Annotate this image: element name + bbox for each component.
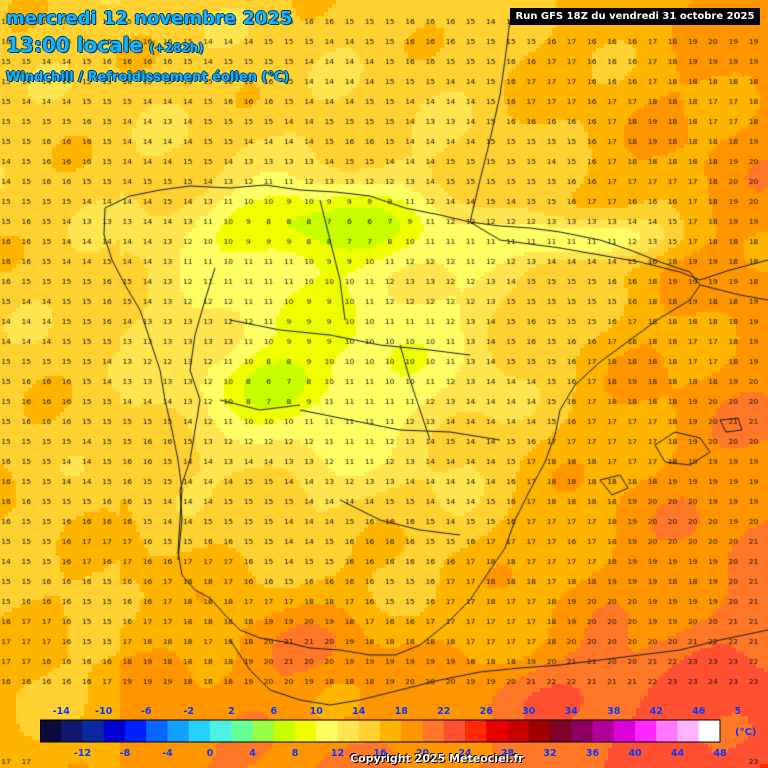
legend-tick-label: 32 bbox=[543, 748, 556, 759]
legend-tick-label: 36 bbox=[586, 748, 600, 759]
legend-tick-label: 30 bbox=[522, 706, 536, 717]
legend-tick-label: 40 bbox=[628, 748, 642, 759]
legend-tick-label: 22 bbox=[437, 706, 450, 717]
legend-tick-label: -14 bbox=[53, 706, 71, 717]
legend-swatch bbox=[401, 720, 424, 742]
legend-tick-label: 0 bbox=[207, 748, 214, 759]
legend-swatch bbox=[656, 720, 679, 742]
forecast-offset: (+282h) bbox=[149, 41, 204, 55]
legend-tick-label: 38 bbox=[607, 706, 621, 717]
legend-swatch bbox=[188, 720, 211, 742]
legend-swatch bbox=[443, 720, 466, 742]
legend-tick-label: 44 bbox=[671, 748, 685, 759]
legend-tick-label: 4 bbox=[249, 748, 256, 759]
legend-swatch bbox=[231, 720, 254, 742]
legend-tick-label: 34 bbox=[565, 706, 579, 717]
legend-tick-label: 50 bbox=[735, 706, 740, 717]
legend-swatch bbox=[82, 720, 105, 742]
legend-swatch bbox=[273, 720, 296, 742]
legend-swatch bbox=[295, 720, 317, 742]
legend-tick-label: -12 bbox=[74, 748, 91, 759]
color-legend: -14-10-6-2261014182226303438424650-12-8-… bbox=[40, 706, 740, 759]
copyright: Copyright 2025 Meteociel.fr bbox=[350, 752, 524, 765]
legend-tick-label: 8 bbox=[292, 748, 299, 759]
forecast-date: mercredi 12 novembre 2025 bbox=[6, 8, 293, 29]
legend-frame bbox=[40, 719, 721, 743]
legend-tick-label: 48 bbox=[713, 748, 727, 759]
legend-swatch bbox=[167, 720, 190, 742]
legend-tick-label: -10 bbox=[95, 706, 113, 717]
legend-swatch bbox=[613, 720, 636, 742]
legend-swatch bbox=[125, 720, 147, 742]
legend-swatch bbox=[465, 720, 487, 742]
legend-swatch bbox=[358, 720, 381, 742]
legend-tick-label: 10 bbox=[310, 706, 324, 717]
legend-swatch bbox=[422, 720, 445, 742]
legend-tick-label: 28 bbox=[501, 748, 515, 759]
legend-swatch bbox=[550, 720, 572, 742]
parameter-title: Windchill / Refroidissement éolien (°C) bbox=[6, 70, 290, 85]
legend-swatch bbox=[677, 720, 700, 742]
legend-swatch bbox=[40, 720, 62, 742]
legend-swatch bbox=[103, 720, 126, 742]
legend-tick-label: 12 bbox=[331, 748, 344, 759]
legend-tick-label: 26 bbox=[480, 706, 494, 717]
legend-tick-label: 42 bbox=[650, 706, 663, 717]
legend-swatch bbox=[380, 720, 402, 742]
legend-swatch bbox=[61, 720, 84, 742]
legend-tick-label: 24 bbox=[458, 748, 472, 759]
legend-tick-label: 16 bbox=[373, 748, 387, 759]
legend-swatch bbox=[486, 720, 509, 742]
forecast-time: 13:00 locale (+282h) bbox=[6, 33, 204, 57]
legend-swatch bbox=[571, 720, 594, 742]
legend-swatch bbox=[507, 720, 530, 742]
legend-tick-label: 14 bbox=[352, 706, 366, 717]
legend-tick-label: 18 bbox=[395, 706, 409, 717]
legend-swatch bbox=[210, 720, 232, 742]
legend-swatch bbox=[252, 720, 275, 742]
legend-tick-label: -4 bbox=[162, 748, 173, 759]
legend-swatch bbox=[592, 720, 615, 742]
legend-unit: (°C) bbox=[735, 727, 757, 738]
legend-swatch bbox=[337, 720, 360, 742]
legend-tick-label: 6 bbox=[270, 706, 277, 717]
legend-tick-label: -6 bbox=[141, 706, 152, 717]
legend-tick-label: 46 bbox=[692, 706, 706, 717]
legend-swatch bbox=[146, 720, 169, 742]
legend-tick-label: -2 bbox=[183, 706, 194, 717]
legend-swatch bbox=[635, 720, 657, 742]
run-info: Run GFS 18Z du vendredi 31 octobre 2025 bbox=[510, 8, 760, 25]
legend-tick-label: 2 bbox=[228, 706, 235, 717]
forecast-time-label: 13:00 locale bbox=[6, 33, 143, 57]
legend-tick-label: 20 bbox=[416, 748, 430, 759]
legend-swatch bbox=[698, 720, 721, 742]
legend-swatch bbox=[316, 720, 339, 742]
legend-swatch bbox=[528, 720, 551, 742]
legend-tick-label: -8 bbox=[120, 748, 131, 759]
